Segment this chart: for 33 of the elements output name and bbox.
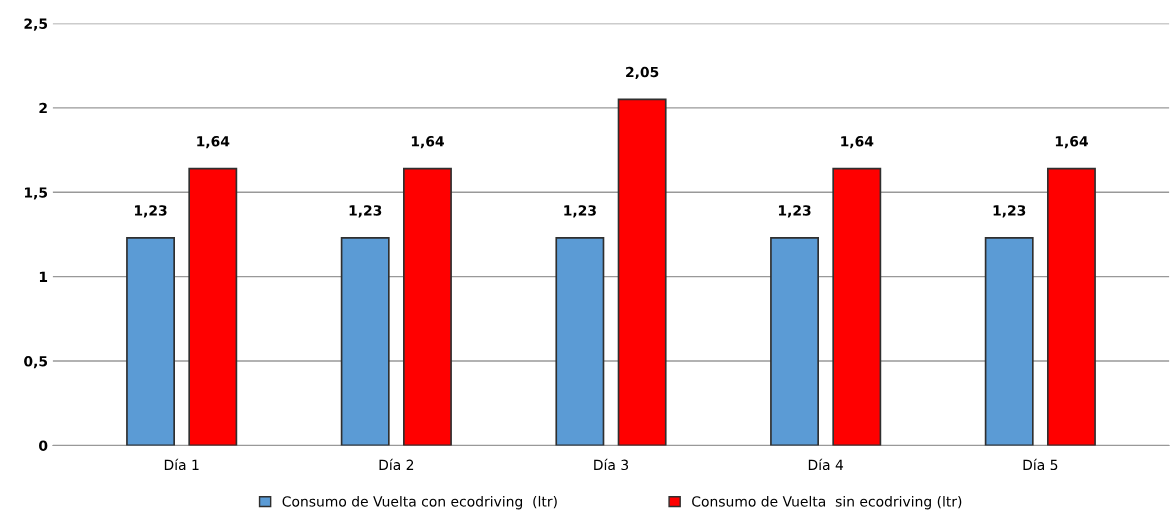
- data-label: 1,23: [349, 205, 382, 218]
- data-label: 2,05: [626, 66, 659, 80]
- bar: [188, 167, 238, 446]
- data-label: 1,23: [993, 205, 1026, 218]
- x-tick-label: Día 4: [808, 458, 844, 471]
- data-label: 1,23: [564, 205, 596, 218]
- x-tick-label: Día 3: [594, 458, 629, 471]
- y-tick-label: 0,5: [24, 356, 48, 369]
- data-label: 1,23: [134, 205, 167, 218]
- bar: [126, 236, 175, 446]
- x-tick-label: Día 1: [164, 458, 199, 471]
- bar: [832, 167, 882, 446]
- data-label: 1,64: [1055, 135, 1088, 149]
- legend-label: Consumo de Vuelta sin ecodriving (ltr): [692, 495, 962, 510]
- y-tick-label: 1,5: [24, 187, 48, 200]
- bar: [403, 167, 452, 446]
- y-tick-label: 0: [39, 440, 48, 451]
- bar: [770, 236, 819, 446]
- data-label: 1,64: [197, 135, 230, 149]
- y-tick-label: 2,5: [24, 18, 48, 31]
- data-label: 1,64: [841, 135, 874, 149]
- x-tick-label: Día 2: [379, 458, 414, 471]
- data-label: 1,23: [778, 205, 811, 218]
- bar: [555, 236, 605, 446]
- bar: [340, 236, 390, 446]
- y-tick-label: 1: [39, 271, 48, 282]
- x-tick-label: Día 5: [1023, 458, 1058, 471]
- legend-label: Consumo de Vuelta con ecodriving (ltr): [282, 495, 557, 510]
- bar: [1047, 167, 1096, 446]
- data-label: 1,64: [411, 135, 444, 149]
- y-tick-label: 2: [39, 102, 47, 114]
- bar: [617, 98, 667, 446]
- bar: [984, 236, 1034, 446]
